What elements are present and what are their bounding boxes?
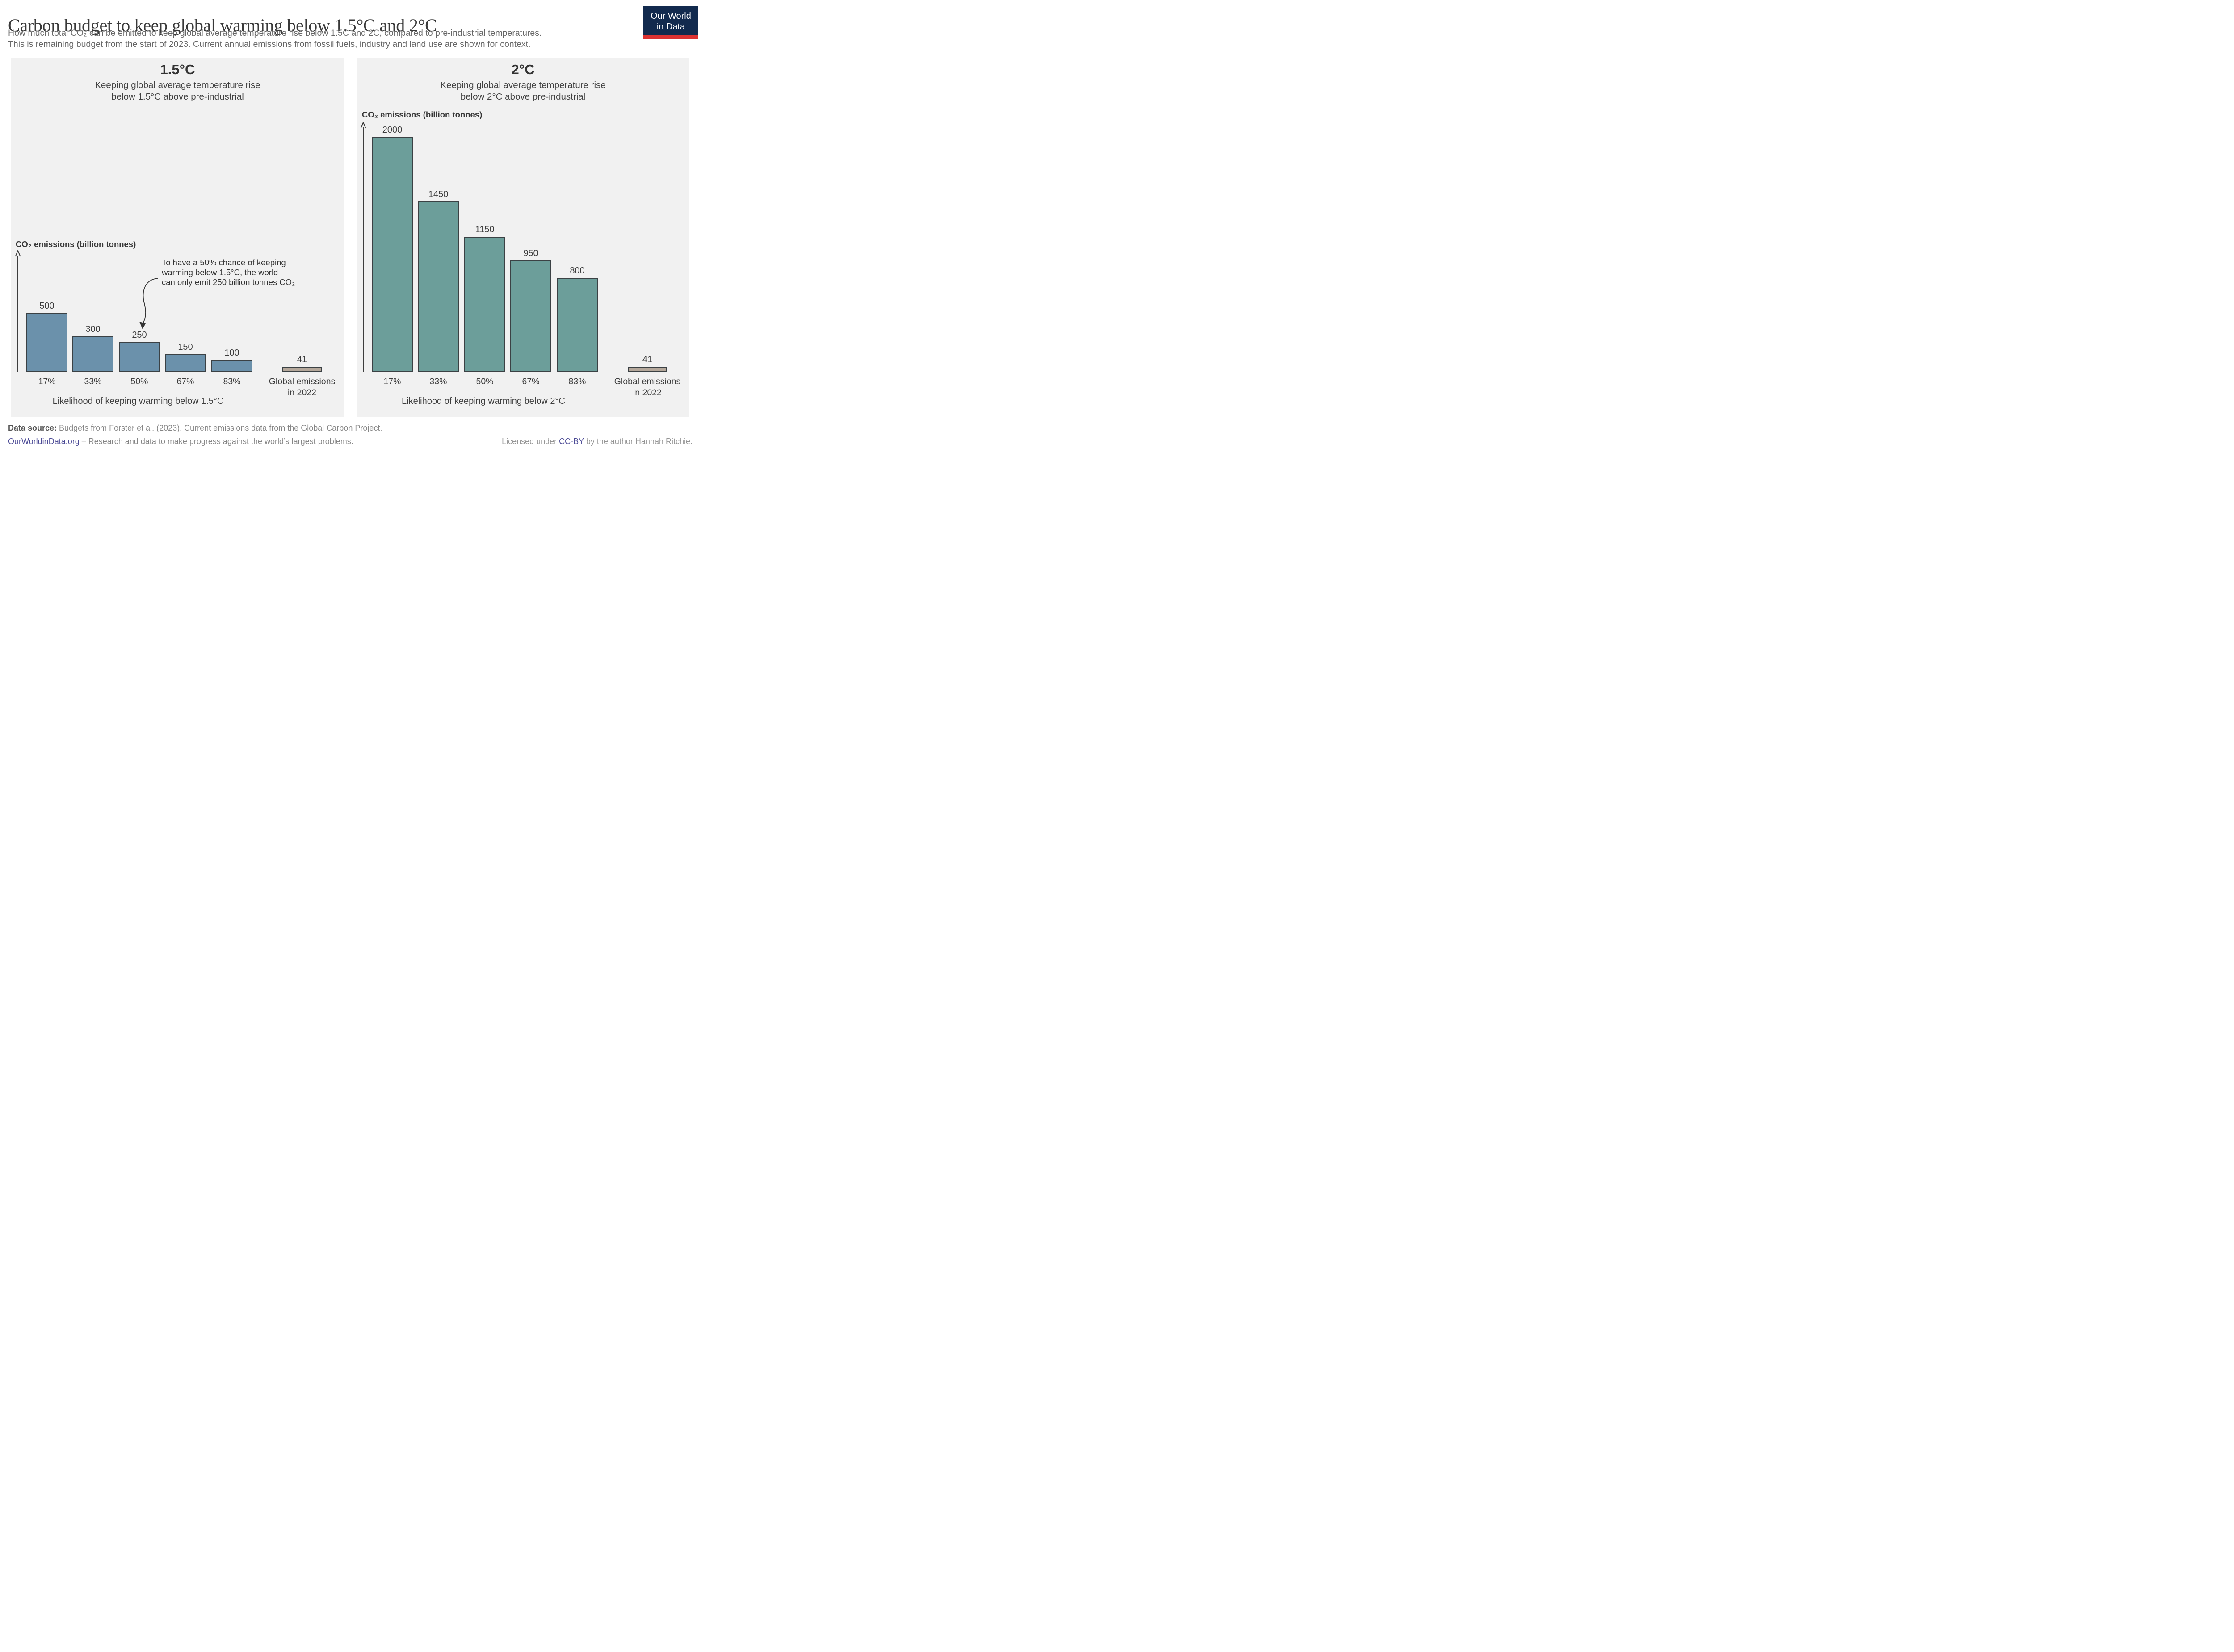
bar-value-label: 300: [85, 324, 101, 334]
chart-subtitle: How much total CO₂ can be emitted to kee…: [8, 28, 638, 50]
owid-tagline: – Research and data to make progress aga…: [79, 437, 353, 446]
chart-subtitle-line-1: How much total CO₂ can be emitted to kee…: [8, 28, 542, 38]
cc-by-link[interactable]: CC-BY: [559, 437, 584, 446]
annotation-line-3: can only emit 250 billion tonnes CO₂: [162, 277, 295, 287]
bar-value-label: 950: [523, 248, 538, 258]
bar: [464, 237, 505, 372]
panel-1-5c-title: 1.5°C: [160, 62, 195, 77]
panel-2c-subtitle-line-1: Keeping global average temperature rise: [440, 80, 606, 90]
bar-value-label: 800: [570, 266, 585, 276]
x-axis-label: Likelihood of keeping warming below 1.5°…: [52, 396, 224, 406]
bar-value-label: 41: [297, 355, 307, 365]
annotation-callout: To have a 50% chance of keeping warming …: [162, 258, 327, 287]
footer-license-line: Licensed under CC-BY by the author Hanna…: [502, 437, 693, 446]
bar-value-label: 2000: [382, 125, 403, 135]
panel-1-5c: 1.5°C Keeping global average temperature…: [11, 58, 344, 417]
bar-tick-label: 83%: [568, 377, 586, 386]
bar: [557, 278, 598, 372]
panel-1-5c-subtitle: Keeping global average temperature rise …: [11, 80, 344, 103]
bar-value-label: 150: [178, 342, 193, 352]
panel-2c-subtitle: Keeping global average temperature rise …: [357, 80, 689, 103]
bar-value-label: 1450: [428, 189, 449, 199]
bar: [418, 201, 459, 372]
bar-value-label: 250: [132, 330, 147, 340]
owid-carbon-budget-chart: Carbon budget to keep global warming bel…: [0, 0, 701, 457]
y-axis-arrow-icon: [15, 250, 21, 372]
data-source-text: Budgets from Forster et al. (2023). Curr…: [57, 423, 382, 432]
bar-tick-label: 33%: [84, 377, 102, 386]
license-suffix: by the author Hannah Ritchie.: [584, 437, 693, 446]
bar: [282, 367, 322, 372]
bar-tick-label: 50%: [130, 377, 148, 386]
bar-value-label: 500: [39, 301, 55, 311]
y-axis-label: CO₂ emissions (billion tonnes): [362, 110, 483, 119]
owid-link[interactable]: OurWorldinData.org: [8, 437, 80, 446]
bar-value-label: 41: [642, 355, 653, 365]
bar: [72, 336, 113, 372]
license-prefix: Licensed under: [502, 437, 559, 446]
owid-logo-line-2: in Data: [656, 22, 685, 32]
bar-tick-label: Global emissions in 2022: [269, 377, 336, 398]
panel-2c: 2°C Keeping global average temperature r…: [357, 58, 689, 417]
y-axis-arrow-icon: [360, 122, 366, 372]
bar-tick-label: 50%: [476, 377, 494, 386]
bar-tick-label: 17%: [383, 377, 401, 386]
bar-tick-label: 83%: [223, 377, 241, 386]
bar: [26, 313, 67, 372]
owid-logo-line-1: Our World: [651, 11, 691, 21]
bar-tick-label: Global emissions in 2022: [614, 377, 681, 398]
bar: [628, 367, 667, 372]
panel-1-5c-subtitle-line-1: Keeping global average temperature rise: [95, 80, 260, 90]
bar: [372, 137, 413, 372]
bar-tick-label: 67%: [522, 377, 540, 386]
bar-tick-label: 33%: [429, 377, 447, 386]
footer-data-source: Data source: Budgets from Forster et al.…: [8, 423, 382, 433]
bar: [510, 260, 551, 372]
page-title: Carbon budget to keep global warming bel…: [8, 15, 437, 35]
panel-2c-subtitle-line-2: below 2°C above pre-industrial: [460, 92, 586, 102]
bar-value-label: 1150: [475, 225, 495, 235]
data-source-label: Data source:: [8, 423, 57, 432]
bar-tick-label: 67%: [176, 377, 194, 386]
bar: [211, 360, 252, 372]
panel-1-5c-subtitle-line-2: below 1.5°C above pre-industrial: [111, 92, 244, 102]
bars-container: 2000 17% 1450 33% 1150 50% 950 67% 800 83% 41 Globa…: [357, 58, 689, 417]
bars-container: 500 17% 300 33% 250 50% 150 67% 100 83% 41 Global e…: [11, 58, 344, 417]
annotation-arrow-icon: [139, 278, 158, 329]
bar-tick-label: 17%: [38, 377, 56, 386]
bar: [119, 342, 160, 372]
annotation-line-1: To have a 50% chance of keeping: [162, 258, 286, 267]
y-axis-label: CO₂ emissions (billion tonnes): [16, 239, 136, 249]
annotation-line-2: warming below 1.5°C, the world: [162, 268, 278, 277]
bar: [165, 354, 206, 372]
x-axis-label: Likelihood of keeping warming below 2°C: [402, 396, 565, 406]
owid-logo[interactable]: Our World in Data: [643, 6, 698, 39]
footer-owid-line: OurWorldinData.org – Research and data t…: [8, 437, 353, 446]
owid-logo-stripe: [643, 35, 698, 39]
chart-subtitle-line-2: This is remaining budget from the start …: [8, 39, 531, 49]
bar-value-label: 100: [224, 348, 239, 358]
panel-2c-title: 2°C: [511, 62, 535, 77]
